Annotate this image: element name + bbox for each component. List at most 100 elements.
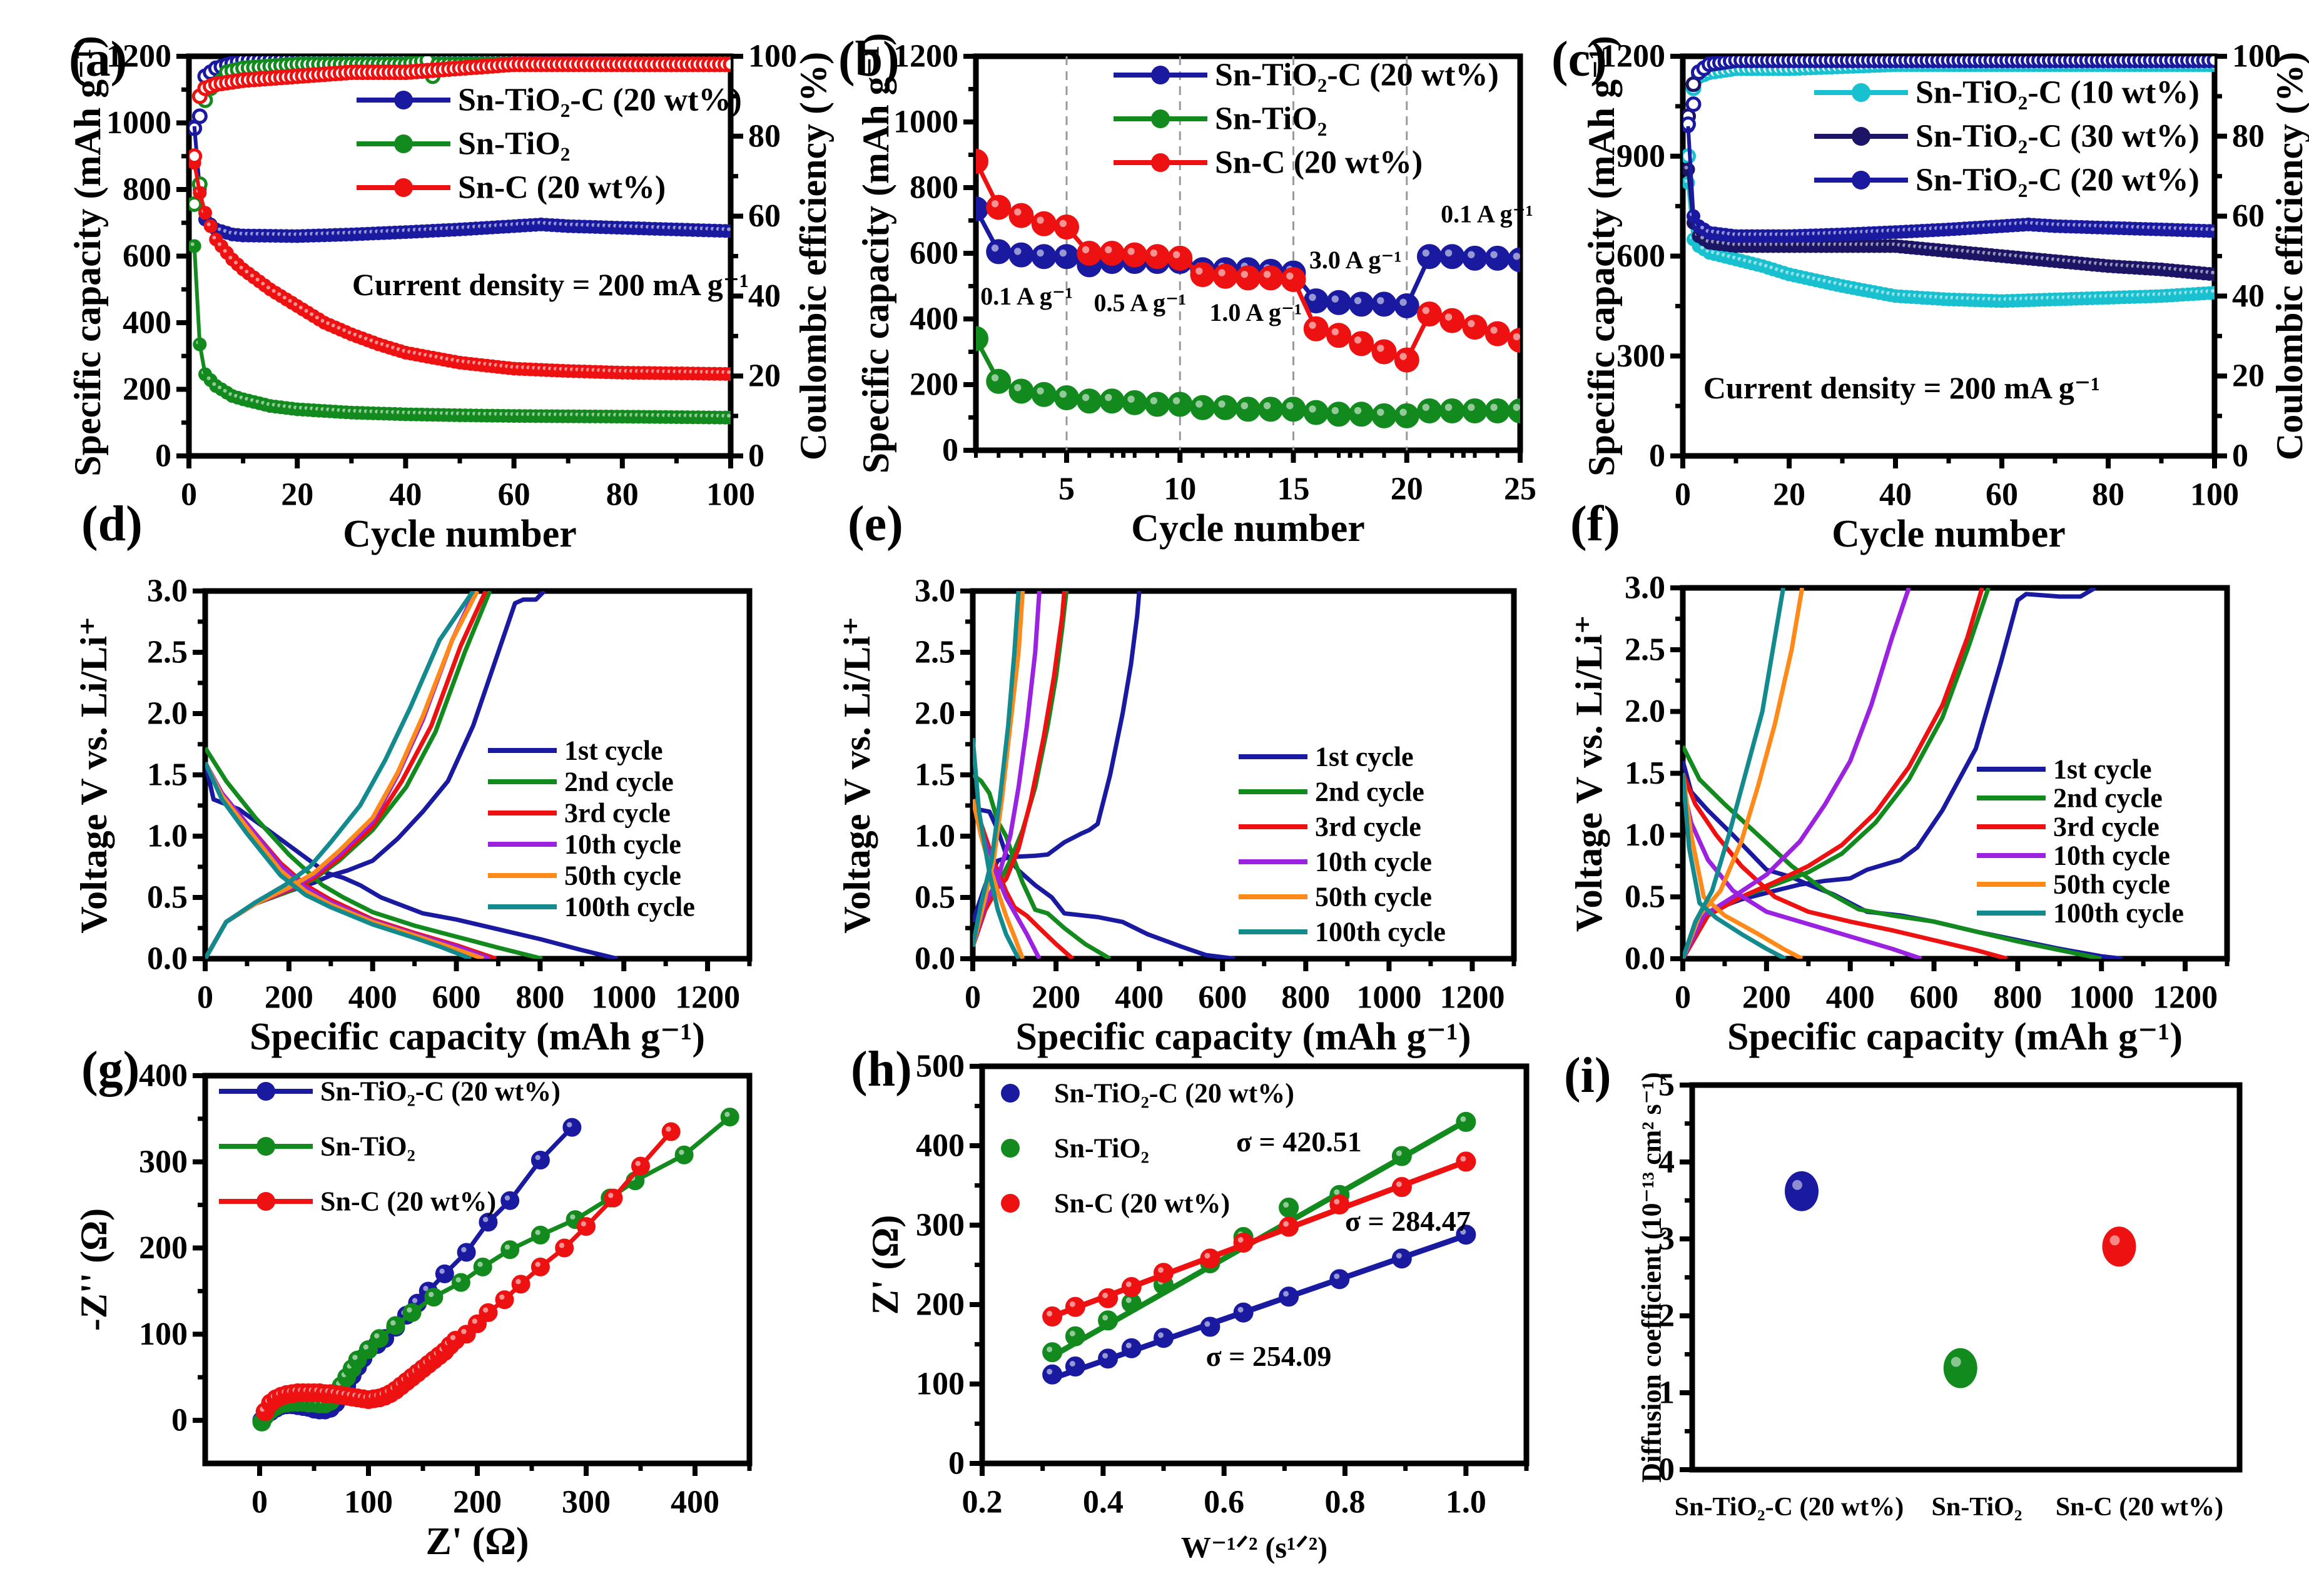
x-tick-label: 200 [1032,980,1080,1016]
y-tick-label: 1000 [106,105,171,141]
data-point-highlight [374,1333,380,1339]
legend-entry: 1st cycle [1239,742,1414,772]
data-point-highlight [1218,400,1226,408]
data-point-highlight [635,1161,641,1166]
data-point [1098,1348,1119,1369]
data-point-highlight [1286,272,1294,280]
y-tick-label: 2.0 [915,696,955,732]
x-axis-label: Specific capacity (mAh g⁻¹) [250,1016,705,1058]
capacity-point-highlight [358,335,363,339]
data-point-highlight [1241,270,1249,278]
legend-entry: 2nd cycle [1977,783,2163,814]
data-point [1394,403,1419,428]
legend-label: 100th cycle [2053,898,2184,929]
data-point-highlight [1354,296,1362,305]
data-point [1281,267,1306,292]
y-tick-label: 4 [1658,1144,1675,1180]
data-point [1417,244,1442,270]
legend-entry: Sn-TiO₂-C (20 wt%) [219,1076,561,1107]
data-point [1233,1232,1254,1253]
series-line [260,1115,731,1423]
y-axis-label: Voltage V vs. Li/Li⁺ [836,616,878,933]
capacity-point-highlight [277,292,282,296]
legend-entry: 50th cycle [1239,882,1432,912]
y-tick-label: 0 [1649,438,1665,474]
data-point [370,1329,389,1348]
legend-label: 10th cycle [564,829,681,860]
charge-curve [205,591,492,959]
x-tick-label: 100 [344,1485,393,1520]
legend-label: 1st cycle [2053,754,2152,785]
data-point [720,1108,739,1127]
data-point [976,326,988,351]
diffusion-point-highlight [2109,1235,2120,1246]
x-tick-label: 300 [562,1485,611,1520]
data-point-highlight [1513,403,1520,411]
data-point [1154,1328,1174,1348]
x-tick-label: 800 [1281,980,1330,1016]
legend-label: 10th cycle [2053,841,2170,871]
y2-tick-label: 80 [2232,118,2265,154]
legend-label: Sn-TiO₂-C (20 wt%) [1054,1078,1294,1109]
data-point [1200,1316,1220,1337]
capacity-point-highlight [233,260,238,265]
data-point-highlight [499,1294,505,1300]
annotation-text: Current density = 200 mA g⁻¹ [1703,370,2100,405]
x-tick-label: 20 [281,477,313,513]
charge-curve [1683,588,1911,959]
legend-label: Sn-C (20 wt%) [1054,1188,1230,1219]
data-point [1042,1306,1063,1327]
charge-curve [1683,588,2096,959]
discharge-curve [205,761,497,959]
data-point-highlight [461,1247,467,1253]
y-tick-label: 5 [1658,1068,1675,1103]
data-point-highlight [477,1261,483,1267]
discharge-curve [1683,745,2102,959]
data-point [604,1188,623,1208]
capacity-point-highlight [206,222,211,226]
discharge-curve [973,773,1112,959]
x-tick-label: 800 [515,980,564,1016]
y-axis-label: Specific capacity (mAh g⁻¹) [855,33,896,474]
panel-e: (e) 0.0 0.5 1.0 1.5 2.0 2.5 3.0 0 200 400 600 800 100… [836,497,1517,1058]
data-point [1008,242,1034,268]
data-point-highlight [1172,251,1180,258]
capacity-point-highlight [315,315,319,320]
legend-label: Sn-TiO₂-C (20 wt%) [320,1076,561,1107]
data-point-highlight [1331,295,1339,303]
data-point-highlight [483,1216,489,1223]
data-point [1190,262,1215,288]
capacity-point-highlight [727,413,731,418]
data-point-highlight [1283,1291,1289,1297]
legend-marker [256,1137,275,1156]
data-point-highlight [1422,403,1429,411]
data-point [1098,1310,1119,1331]
capacity-point-highlight [304,309,308,313]
data-point [1326,323,1351,348]
data-point-highlight [566,1122,572,1128]
y-axis-label: Voltage V vs. Li/Li⁺ [73,616,114,933]
data-point [1065,1326,1085,1346]
data-point-highlight [1127,248,1135,255]
data-point [1236,265,1261,291]
x-tick-label: 10 [1164,472,1196,507]
charge-curve [205,591,488,959]
y-tick-label: 0 [155,438,171,474]
data-point-highlight [1158,1332,1164,1338]
y-tick-label: 300 [139,1144,188,1179]
panel-label: (e) [848,497,903,552]
data-point [1233,1302,1254,1323]
legend-marker [1001,1194,1020,1213]
y-tick-label: 2.0 [147,696,188,732]
legend-label: Sn-TiO₂-C (20 wt%) [1916,163,2200,198]
data-point-highlight [1422,249,1429,257]
data-point-highlight [1047,1368,1053,1375]
data-point-highlight [412,1298,418,1303]
data-point-highlight [1125,1281,1132,1288]
data-point-highlight [352,1355,358,1360]
x-tick-label: 40 [1879,477,1912,513]
discharge-curve [973,799,1025,959]
data-point [1484,321,1510,346]
x-tick-label: 0 [181,477,197,513]
panel-h: (h) 0 100 200 300 400 500 0.2 0.4 0.6 0.8 1.0 W⁻¹ᐟ² … [851,1042,1530,1565]
